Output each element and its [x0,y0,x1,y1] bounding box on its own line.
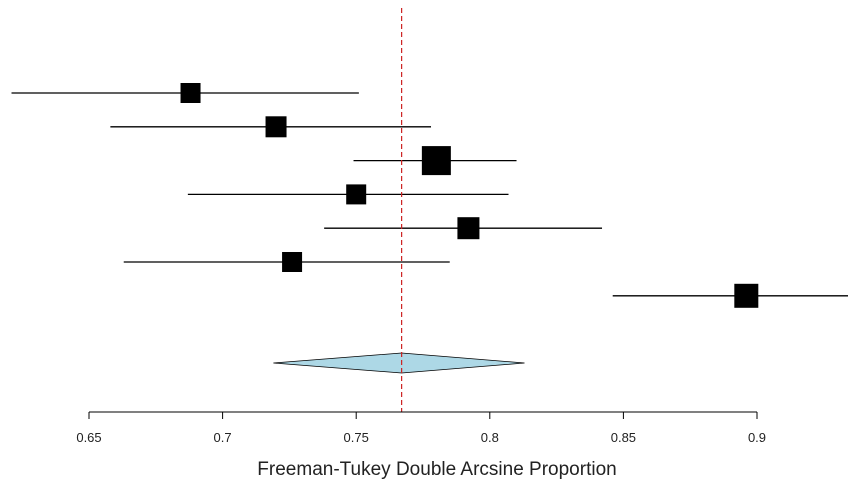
study-marker-1 [180,83,201,103]
study-marker-7 [734,283,759,308]
x-tick-label-6: 0.9 [748,430,766,445]
study-marker-4 [346,184,367,205]
x-tick-label-2: 0.7 [214,430,232,445]
x-tick-label-5: 0.85 [611,430,636,445]
x-axis-label: Freeman-Tukey Double Arcsine Proportion [257,459,616,480]
x-tick-label-3: 0.75 [344,430,369,445]
summary-layer [273,352,525,374]
study-marker-3 [421,146,451,176]
x-axis: 0.65 0.7 0.75 0.8 0.85 0.9 [76,411,766,445]
study-marker-2 [265,116,287,138]
study-marker-5 [457,217,480,240]
x-tick-label-4: 0.8 [481,430,499,445]
x-tick-label-1: 0.65 [76,430,101,445]
summary-diamond [273,352,525,374]
study-marker-6 [282,252,303,272]
studies-layer [11,83,848,308]
